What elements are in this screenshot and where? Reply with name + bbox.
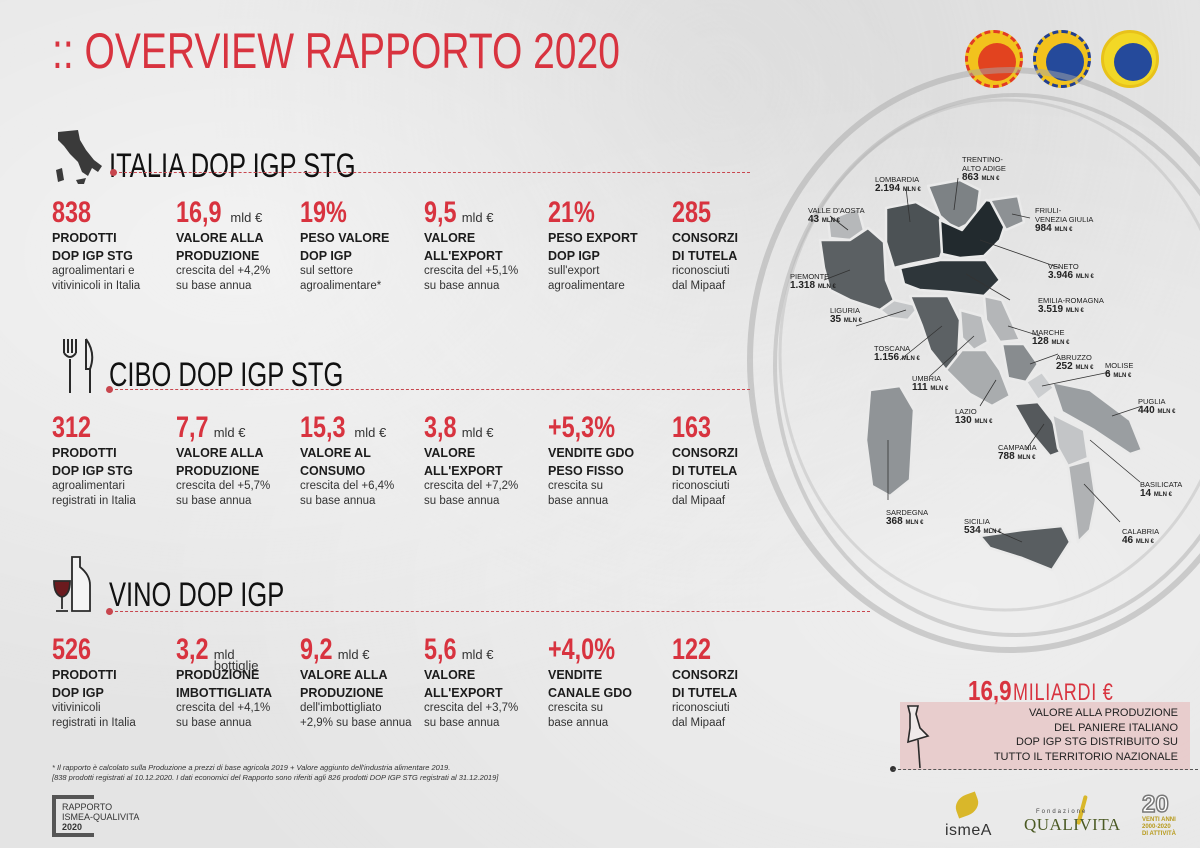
stat-value: 16,9: [176, 196, 222, 229]
stat-value: 9,5: [424, 196, 457, 229]
stg-seal-icon: [1101, 30, 1159, 88]
region-label-basilicata: BASILICATA 14 MLN €: [1140, 480, 1183, 499]
decorative-circles: [747, 67, 1200, 653]
section-cibo-header: CIBO DOP IGP STG: [50, 335, 421, 395]
region-label-sardegna: SARDEGNA 368 MLN €: [886, 508, 929, 527]
stat-card: 9,2 mld € VALORE ALLA PRODUZIONE dell'imb…: [300, 633, 412, 729]
stat-card: 838 PRODOTTI DOP IGP STG agroalimentari …: [52, 196, 141, 292]
stat-value: 312: [52, 411, 92, 444]
region-label-marche: MARCHE 128 MLN €: [1032, 328, 1070, 347]
section-divider: [114, 172, 750, 173]
section-title-vino: VINO DOP IGP: [109, 576, 285, 614]
wine-bottle-glass-icon: [53, 556, 91, 612]
region-label-emilia-romagna: EMILIA-ROMAGNA 3.519 MLN €: [1038, 296, 1104, 315]
stat-card: 16,9 mld € VALORE ALLA PRODUZIONE crescit…: [176, 196, 271, 292]
region-label-toscana: TOSCANA 1.156 MLN €: [874, 344, 920, 363]
region-label-valle-daosta: VALLE D'AOSTA 43 MLN €: [808, 206, 865, 225]
dop-seal-icon: [965, 30, 1023, 88]
region-label-friuli: FRIULI- VENEZIA GIULIA 984 MLN €: [1035, 206, 1094, 234]
twenty-years-logo: 20 VENTI ANNI 2000-2020 DI ATTIVITÀ: [1141, 790, 1176, 837]
region-label-lombardia: LOMBARDIA 2.194 MLN €: [875, 175, 921, 194]
map-pin-icon: [906, 705, 930, 769]
region-label-campania: CAMPANIA 788 MLN €: [998, 443, 1037, 462]
region-label-umbria: UMBRIA 111 MLN €: [912, 374, 949, 393]
stat-value: 3,2: [176, 633, 209, 666]
stats-row-vino: 526 PRODOTTI DOP IGP vitivinicoli regist…: [52, 633, 796, 731]
stat-card: 21% PESO EXPORT DOP IGP sull'export agro…: [548, 196, 638, 292]
stat-value: 285: [672, 196, 712, 229]
fork-knife-icon: [63, 338, 94, 393]
ismea-logo: ismeA: [945, 791, 1005, 840]
region-label-calabria: CALABRIA 46 MLN €: [1122, 527, 1160, 546]
stats-row-italia: 838 PRODOTTI DOP IGP STG agroalimentari …: [52, 196, 796, 294]
section-vino-header: VINO DOP IGP: [50, 555, 343, 615]
total-description-band: [900, 702, 1190, 770]
region-label-molise: MOLISE 6 MLN €: [1105, 361, 1134, 380]
stat-card: 285 CONSORZI DI TUTELA riconosciuti dal …: [672, 196, 738, 292]
italy-map-icon: [56, 130, 102, 184]
stat-value: 526: [52, 633, 92, 666]
page-title: :: OVERVIEW RAPPORTO 2020: [52, 23, 620, 79]
region-label-abruzzo: ABRUZZO 252 MLN €: [1056, 353, 1094, 372]
section-title-italia: ITALIA DOP IGP STG: [109, 147, 356, 185]
stat-value: 9,2: [300, 633, 333, 666]
region-label-sicilia: SICILIA 534 MLN €: [964, 517, 1002, 536]
stat-card: 7,7 mld € VALORE ALLA PRODUZIONE crescita…: [176, 411, 271, 507]
total-value: 16,9 MILIARDI €: [968, 675, 1114, 706]
stat-card: 163 CONSORZI DI TUTELA riconosciuti dal …: [672, 411, 738, 507]
stat-card: +4,0% VENDITE CANALE GDO crescita su bas…: [548, 633, 633, 729]
stat-card: 526 PRODOTTI DOP IGP vitivinicoli regist…: [52, 633, 136, 729]
stat-value: 163: [672, 411, 712, 444]
section-italia-header: ITALIA DOP IGP STG: [50, 126, 438, 186]
region-label-lazio: LAZIO 130 MLN €: [955, 407, 993, 426]
stat-value: 122: [672, 633, 712, 666]
section-divider: [110, 389, 750, 390]
stat-value: 7,7: [176, 411, 209, 444]
stat-card: 19% PESO VALORE DOP IGP sul settore agro…: [300, 196, 390, 292]
region-label-puglia: PUGLIA 440 MLN €: [1138, 397, 1176, 416]
stat-card: +5,3% VENDITE GDO PESO FISSO crescita su…: [548, 411, 635, 507]
stat-card: 3,2 mld bottiglie PRODUZIONE IMBOTTIGLIATA…: [176, 633, 273, 729]
region-label-liguria: LIGURIA 35 MLN €: [830, 306, 862, 325]
report-logo-text: RAPPORTO ISMEA-QUALIVITA 2020: [62, 802, 140, 832]
stat-card: 3,8 mld € VALORE ALL'EXPORT crescita del …: [424, 411, 519, 507]
region-label-veneto: VENETO 3.946 MLN €: [1048, 262, 1094, 281]
qualivita-logo: Fondazione QUALIVITA: [1022, 794, 1132, 840]
stats-row-cibo: 312 PRODOTTI DOP IGP STG agroalimentari …: [52, 411, 796, 509]
region-label-piemonte: PIEMONTE 1.318 MLN €: [790, 272, 836, 291]
stat-card: 5,6 mld € VALORE ALL'EXPORT crescita del …: [424, 633, 519, 729]
footnote: * Il rapporto è calcolato sulla Produzio…: [52, 763, 499, 782]
stat-value: 19%: [300, 196, 347, 229]
stat-value: +4,0%: [548, 633, 616, 666]
stat-card: 122 CONSORZI DI TUTELA riconosciuti dal …: [672, 633, 738, 729]
section-divider: [110, 611, 870, 612]
stat-value: 3,8: [424, 411, 457, 444]
stat-value: +5,3%: [548, 411, 616, 444]
section-title-cibo: CIBO DOP IGP STG: [109, 356, 344, 394]
stat-value: 21%: [548, 196, 595, 229]
stat-card: 15,3 mld € VALORE AL CONSUMO crescita del…: [300, 411, 395, 507]
total-description: VALORE ALLA PRODUZIONE DEL PANIERE ITALI…: [993, 707, 1178, 763]
stat-value: 838: [52, 196, 92, 229]
stat-value: 15,3: [300, 411, 346, 444]
stat-card: 9,5 mld € VALORE ALL'EXPORT crescita del …: [424, 196, 519, 292]
stat-card: 312 PRODOTTI DOP IGP STG agroalimentari …: [52, 411, 136, 507]
region-label-trentino: TRENTINO- ALTO ADIGE 863 MLN €: [962, 155, 1006, 183]
report-logo-icon: [52, 795, 94, 837]
total-divider: [893, 769, 1198, 770]
italy-regions-map: [818, 177, 1144, 572]
stat-value: 5,6: [424, 633, 457, 666]
